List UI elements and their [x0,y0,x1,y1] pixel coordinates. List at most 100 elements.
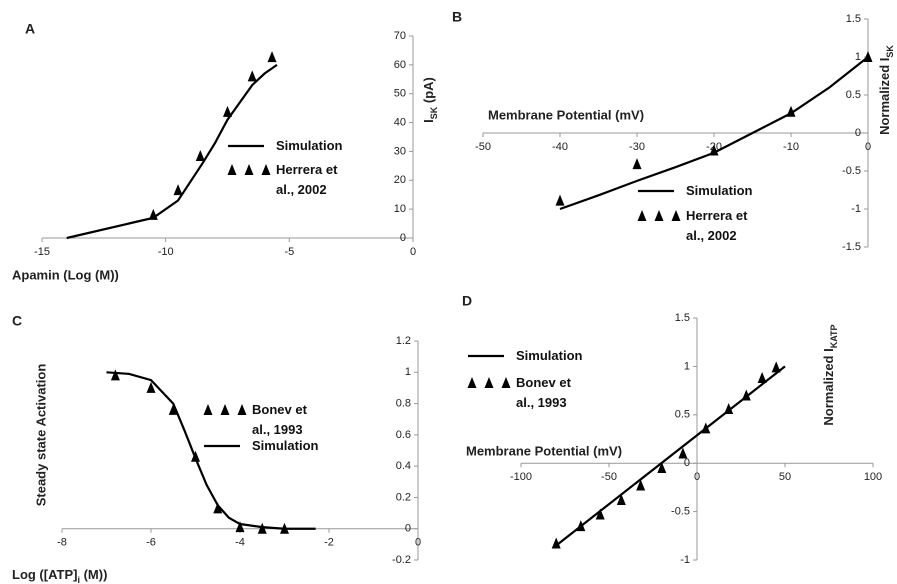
y-axis-title: ISK (pA) [421,77,439,123]
legend-label: Bonev et al., 1993 [252,402,307,437]
y-tick-label: 20 [394,174,406,186]
legend-label: Simulation [252,438,319,453]
legend-label: Bonev et al., 1993 [516,375,571,410]
x-tick-label: 0 [415,537,421,549]
panel-label: C [12,313,22,329]
y-tick-label: 30 [394,145,406,157]
y-tick-label: 40 [394,116,406,128]
legend-marker [227,164,237,175]
y-tick-label: 0.6 [396,429,411,441]
legend-entry: Simulation [636,181,760,201]
data-point [267,51,277,63]
data-point [576,520,586,532]
data-point [110,369,120,381]
y-tick-label: -0.2 [392,554,411,566]
legend-symbol [227,164,271,175]
data-point [678,447,688,459]
x-tick-label: -6 [146,537,156,549]
x-tick-label: 100 [864,471,882,483]
legend-entry: Simulation [226,136,350,156]
y-axis-title-main: Normalized I [877,58,892,135]
data-point [616,493,626,505]
y-tick-label: 50 [394,88,406,100]
y-tick-label: 1.5 [846,13,861,25]
legend-entry: Simulation [202,436,326,456]
legend-entry: Herrera et al., 2002 [226,160,350,200]
y-tick-label: 70 [394,30,406,42]
y-axis-title-sub: KATP [829,324,839,348]
x-axis-title-sub: i [77,575,80,584]
legend-marker [244,164,254,175]
x-axis-title: Membrane Potential (mV) [488,107,644,122]
y-tick-label: 0.4 [396,460,411,472]
data-point [146,381,156,393]
y-tick-label: -1.5 [842,241,861,253]
y-tick-label: 0 [855,127,861,139]
legend-symbol [638,189,674,193]
legend-entry: Herrera et al., 2002 [636,206,760,246]
data-point [555,194,565,206]
legend-marker [220,404,230,415]
y-tick-label: 1 [855,51,861,63]
data-point [195,150,205,162]
x-axis-title-main: Log ([ATP] [12,567,77,582]
legend-marker [261,164,271,175]
y-tick-label: -0.5 [671,506,690,518]
legend-symbol [203,404,247,415]
x-axis-title-after: (M)) [80,567,107,582]
data-point [247,70,257,82]
y-axis-title-sub: SK [885,45,895,58]
y-tick-label: 1 [684,360,690,372]
y-tick-label: 0.2 [396,491,411,503]
x-tick-label: -10 [158,246,174,258]
x-tick-label: 0 [694,471,700,483]
legend-symbol [637,210,681,221]
data-point [741,389,751,401]
legend-marker [484,377,494,388]
y-tick-label: 0 [405,523,411,535]
y-axis-title: Normalized IKATP [821,324,839,425]
legend-label: Herrera et al., 2002 [686,208,748,243]
legend-marker [237,404,247,415]
legend-symbol [204,444,240,448]
y-tick-label: -1 [680,554,690,566]
x-axis-title: Membrane Potential (mV) [466,443,622,458]
y-tick-label: 0 [684,457,690,469]
y-axis-title-sub: SK [429,106,439,119]
data-point [632,158,642,170]
data-point [771,361,781,373]
simulation-line [106,371,316,530]
y-tick-label: 1.2 [396,335,411,347]
x-tick-label: -50 [601,471,617,483]
legend-label: Herrera et al., 2002 [276,162,338,197]
legend-marker [203,404,213,415]
data-point [709,144,719,156]
y-tick-label: 0.5 [675,409,690,421]
data-point [551,537,561,549]
legend-entry: Bonev et al., 1993 [466,373,590,413]
x-tick-label: -100 [510,471,532,483]
x-tick-label: 0 [865,141,871,153]
x-tick-label: -15 [34,246,50,258]
legend-label: Simulation [686,183,753,198]
x-tick-label: -5 [284,246,294,258]
y-tick-label: 1 [405,366,411,378]
y-tick-label: 60 [394,59,406,71]
y-tick-label: 0.5 [846,89,861,101]
data-point [757,372,767,384]
data-point [173,184,183,196]
y-axis-title: Normalized ISK [877,45,895,135]
data-point [213,502,223,514]
legend-marker [654,210,664,221]
data-point [148,208,158,220]
y-tick-label: 10 [394,203,406,215]
data-point [636,479,646,491]
x-tick-label: -10 [783,141,799,153]
y-tick-label: 1.5 [675,312,690,324]
data-point [235,521,245,533]
legend-marker [467,377,477,388]
data-point [168,403,178,415]
x-tick-label: -4 [235,537,245,549]
x-axis-title: Apamin (Log (M)) [12,267,119,282]
